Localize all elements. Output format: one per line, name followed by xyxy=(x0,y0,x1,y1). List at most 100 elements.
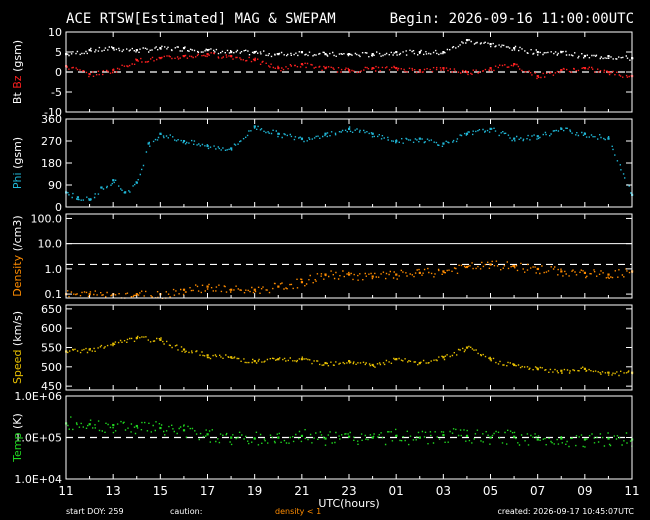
data-point xyxy=(277,53,280,56)
data-point xyxy=(135,424,138,428)
data-point xyxy=(135,293,138,296)
x-axis-label: UTC(hours) xyxy=(318,497,379,510)
data-point xyxy=(88,348,91,351)
data-point xyxy=(371,67,374,70)
data-point xyxy=(159,57,162,60)
y-axis-label: Speed (km/s) xyxy=(11,311,24,384)
scatter-texture xyxy=(67,125,632,201)
data-point xyxy=(182,55,186,58)
data-point xyxy=(418,137,421,140)
x-tick-label: 13 xyxy=(106,484,121,498)
data-point xyxy=(206,49,209,52)
data-point xyxy=(583,438,587,441)
data-point xyxy=(442,270,445,273)
data-point xyxy=(112,179,115,182)
caution-label: caution: xyxy=(170,507,202,516)
data-point xyxy=(442,51,445,54)
data-point xyxy=(395,273,398,276)
speed-panel: 650 600 550 500 450 Speed (km/s) xyxy=(11,303,634,393)
data-point xyxy=(300,434,304,437)
data-point xyxy=(324,132,327,135)
data-point xyxy=(465,39,469,42)
y-tick-label: -10 xyxy=(44,106,62,119)
data-point xyxy=(489,67,492,70)
data-point xyxy=(230,51,233,54)
data-point xyxy=(371,363,374,367)
data-point xyxy=(371,275,374,278)
data-point xyxy=(442,433,445,437)
data-point xyxy=(182,429,186,432)
data-point xyxy=(395,140,398,143)
x-tick-label: 09 xyxy=(577,484,592,498)
data-point xyxy=(536,367,539,370)
created-time: created: 2026-09-17 10:45:07UTC xyxy=(497,507,634,516)
y-tick-label: 450 xyxy=(41,380,62,393)
data-point xyxy=(442,67,445,70)
x-tick-label: 07 xyxy=(530,484,545,498)
data-point xyxy=(560,270,563,273)
y-tick-label: 1.0 xyxy=(45,263,63,276)
data-point xyxy=(371,132,374,135)
data-point xyxy=(489,358,492,361)
data-point xyxy=(442,356,445,359)
y-axis-label: Phi (gsm) xyxy=(11,137,24,189)
data-point xyxy=(324,273,327,276)
data-point xyxy=(513,63,516,66)
y-axis-label: Bt Bz (gsm) xyxy=(11,40,24,104)
y-tick-label: 360 xyxy=(41,113,62,126)
y-tick-label: 0 xyxy=(55,66,62,79)
x-tick-label: 15 xyxy=(153,484,168,498)
y-tick-label: 5 xyxy=(55,46,62,59)
data-point xyxy=(489,436,492,439)
scatter-texture xyxy=(67,416,633,448)
data-point xyxy=(182,140,186,143)
data-point xyxy=(560,369,563,372)
data-point xyxy=(607,55,610,58)
y-tick-label: 100.0 xyxy=(31,212,63,225)
data-point xyxy=(324,361,327,365)
data-point xyxy=(348,360,351,363)
data-point xyxy=(112,69,115,72)
data-point xyxy=(300,358,304,361)
data-point xyxy=(206,144,209,148)
data-point xyxy=(418,271,421,274)
data-point xyxy=(253,59,256,62)
y-tick-label: 0.1 xyxy=(45,288,63,301)
data-point xyxy=(230,147,233,150)
data-point xyxy=(607,273,610,276)
y-tick-label: 500 xyxy=(41,361,62,374)
x-tick-label: 23 xyxy=(341,484,356,498)
data-point xyxy=(206,354,209,357)
x-tick-label: 11 xyxy=(624,484,639,498)
y-tick-label: 1.0E+04 xyxy=(14,473,62,486)
y-axis-label: Density (/cm3) xyxy=(11,215,24,296)
data-point xyxy=(277,67,280,70)
data-point xyxy=(465,132,469,135)
data-point xyxy=(76,196,79,199)
data-point xyxy=(88,49,91,52)
data-point xyxy=(324,67,327,70)
x-tick-label: 11 xyxy=(58,484,73,498)
data-point xyxy=(583,271,587,274)
data-point xyxy=(418,69,421,72)
data-point xyxy=(513,435,516,438)
data-point xyxy=(135,59,138,62)
data-point xyxy=(230,356,233,359)
start-doy: start DOY: 259 xyxy=(66,507,124,516)
speed-series xyxy=(65,335,634,377)
y-tick-label: 270 xyxy=(41,135,62,148)
data-point xyxy=(513,265,516,268)
y-axis-label: Temp (K) xyxy=(11,413,24,463)
data-point xyxy=(277,132,280,135)
data-point xyxy=(230,288,233,291)
data-point xyxy=(206,53,209,56)
data-point xyxy=(607,437,610,440)
x-tick-label: 01 xyxy=(389,484,404,498)
x-tick-label: 05 xyxy=(483,484,498,498)
data-point xyxy=(159,338,162,341)
data-point xyxy=(395,51,398,54)
data-point xyxy=(418,51,421,54)
y-tick-label: 550 xyxy=(41,342,62,355)
y-tick-label: 650 xyxy=(41,303,62,316)
data-point xyxy=(489,263,492,266)
